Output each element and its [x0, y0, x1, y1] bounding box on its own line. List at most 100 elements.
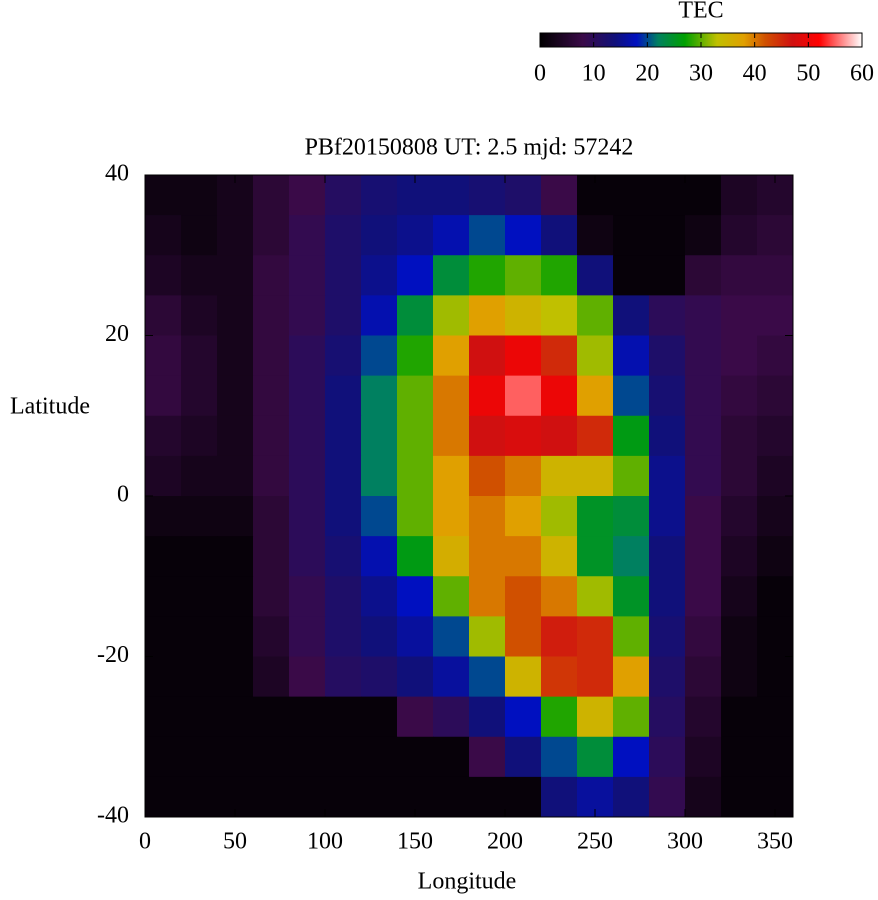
heatmap-cell — [721, 215, 758, 256]
heatmap-cell — [253, 696, 290, 738]
heatmap-cell — [649, 536, 686, 577]
heatmap-cell — [685, 255, 722, 296]
heatmap-cell — [253, 656, 290, 698]
heatmap-cell — [253, 536, 290, 577]
heatmap-cell — [433, 696, 470, 738]
heatmap-cell — [577, 616, 614, 657]
heatmap-cell — [253, 776, 290, 818]
heatmap-cell — [253, 295, 290, 336]
heatmap-cell — [397, 656, 434, 698]
heatmap-cell — [469, 496, 506, 537]
heatmap-cell — [469, 175, 506, 216]
heatmap-cell — [541, 375, 578, 417]
heatmap-cell — [397, 496, 434, 537]
heatmap-cell — [685, 175, 722, 216]
heatmap-cell — [469, 696, 506, 738]
heatmap-cell — [361, 255, 398, 296]
heatmap-cell — [145, 736, 182, 778]
heatmap-cell — [181, 295, 218, 336]
heatmap-cell — [649, 696, 686, 738]
heatmap-cell — [613, 736, 650, 778]
heatmap-cell — [505, 616, 542, 657]
heatmap-cell — [253, 255, 290, 296]
heatmap-cell — [505, 736, 542, 778]
heatmap-cell — [649, 175, 686, 216]
heatmap-cell — [325, 215, 362, 256]
heatmap-cell — [433, 255, 470, 296]
heatmap-cell — [613, 255, 650, 296]
heatmap-cell — [253, 496, 290, 537]
heatmap-cell — [433, 215, 470, 256]
heatmap-cell — [757, 696, 794, 738]
heatmap-cell — [397, 736, 434, 778]
heatmap-cell — [361, 656, 398, 698]
heatmap-cell — [541, 696, 578, 738]
heatmap-cell — [505, 776, 542, 818]
heatmap-cell — [613, 455, 650, 497]
heatmap-cell — [757, 536, 794, 577]
heatmap-cell — [541, 415, 578, 457]
heatmap-cell — [325, 656, 362, 698]
heatmap-cell — [181, 736, 218, 778]
heatmap-cell — [613, 175, 650, 216]
heatmap-cell — [181, 536, 218, 577]
heatmap-cell — [217, 375, 254, 417]
heatmap-cell — [613, 496, 650, 537]
heatmap-cell — [145, 455, 182, 497]
heatmap-cell — [253, 215, 290, 256]
heatmap-cell — [361, 736, 398, 778]
heatmap-cell — [469, 616, 506, 657]
heatmap-cell — [325, 375, 362, 417]
heatmap-cell — [145, 776, 182, 818]
heatmap-cell — [577, 215, 614, 256]
heatmap-cell — [577, 335, 614, 377]
heatmap-cell — [433, 536, 470, 577]
heatmap-cell — [613, 375, 650, 417]
colorbar-tick-label: 40 — [743, 61, 767, 87]
x-tick-label: 300 — [667, 829, 703, 855]
heatmap-cell — [469, 335, 506, 377]
heatmap-cell — [469, 576, 506, 617]
heatmap-cell — [397, 335, 434, 377]
heatmap-cell — [433, 656, 470, 698]
heatmap-cell — [685, 776, 722, 818]
heatmap-cell — [289, 536, 326, 577]
heatmap-cell — [649, 776, 686, 818]
heatmap-cell — [505, 496, 542, 537]
heatmap-cell — [433, 455, 470, 497]
heatmap-cell — [217, 696, 254, 738]
heatmap-cell — [613, 616, 650, 657]
heatmap-cell — [721, 776, 758, 818]
heatmap-cell — [505, 295, 542, 336]
heatmap-cell — [685, 576, 722, 617]
heatmap-cell — [577, 415, 614, 457]
heatmap-cell — [685, 536, 722, 577]
heatmap-cell — [577, 656, 614, 698]
heatmap-cell — [433, 736, 470, 778]
heatmap-cell — [181, 415, 218, 457]
heatmap-cell — [325, 255, 362, 296]
heatmap-cell — [253, 415, 290, 457]
heatmap-cell — [541, 215, 578, 256]
heatmap-cell — [757, 736, 794, 778]
heatmap-cell — [253, 335, 290, 377]
heatmap-cell — [181, 255, 218, 296]
x-tick-label: 350 — [757, 829, 793, 855]
heatmap-cell — [433, 295, 470, 336]
heatmap-cell — [433, 496, 470, 537]
heatmap-cell — [757, 496, 794, 537]
heatmap-cell — [469, 776, 506, 818]
heatmap-cell — [181, 616, 218, 657]
heatmap-cell — [361, 696, 398, 738]
heatmap-cell — [397, 375, 434, 417]
heatmap-cell — [253, 736, 290, 778]
heatmap-cell — [685, 736, 722, 778]
heatmap-cell — [397, 455, 434, 497]
heatmap-cell — [325, 455, 362, 497]
heatmap-cell — [433, 375, 470, 417]
heatmap-cell — [649, 455, 686, 497]
heatmap-cell — [613, 576, 650, 617]
heatmap-cell — [685, 696, 722, 738]
heatmap-cell — [181, 656, 218, 698]
heatmap-cell — [577, 736, 614, 778]
